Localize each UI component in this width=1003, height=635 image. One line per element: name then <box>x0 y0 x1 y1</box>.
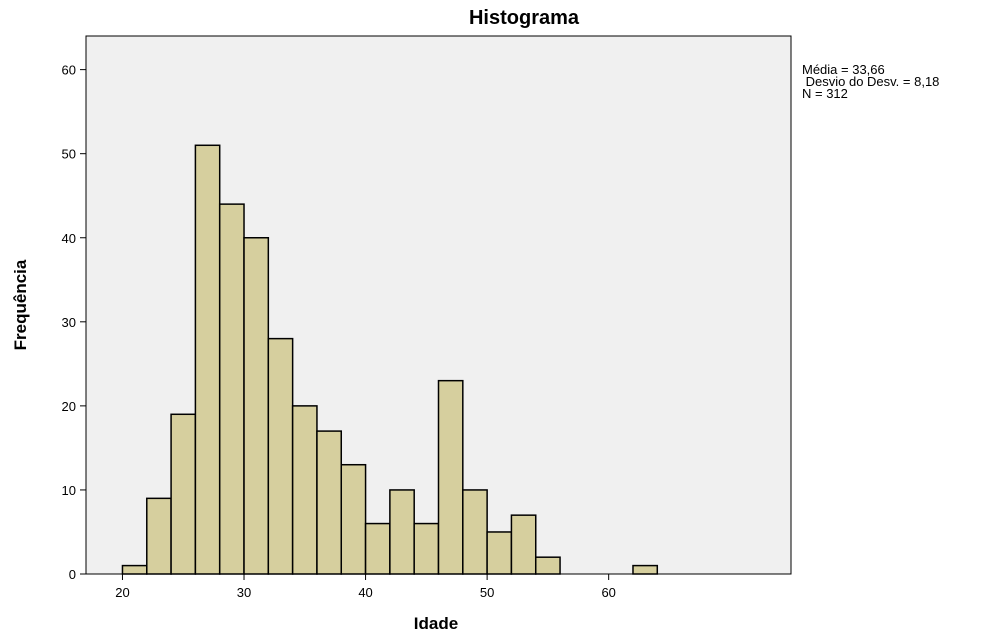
histogram-bar <box>267 337 294 575</box>
histogram-bar <box>534 556 561 575</box>
y-tick-label: 0 <box>69 567 76 582</box>
histogram-bar <box>170 413 197 575</box>
histogram-bar <box>340 463 367 575</box>
y-tick-label: 50 <box>62 147 76 162</box>
histogram-bar <box>243 237 270 575</box>
y-tick-label: 10 <box>62 483 76 498</box>
bars-group <box>121 144 659 575</box>
histogram-bar <box>218 203 245 575</box>
x-tick-label: 60 <box>601 585 615 600</box>
histogram-bar <box>510 514 537 575</box>
histogram-bar <box>291 405 318 575</box>
x-tick-label: 20 <box>115 585 129 600</box>
stats-box: Média = 33,66 Desvio do Desv. = 8,18 N = … <box>802 62 940 101</box>
stats-std: Desvio do Desv. = 8,18 <box>802 74 940 89</box>
x-axis-title: Idade <box>414 614 458 633</box>
y-tick-label: 30 <box>62 315 76 330</box>
histogram-bar <box>413 522 440 575</box>
histogram-bar <box>632 564 659 575</box>
histogram-bar <box>121 564 148 575</box>
x-tick-label: 30 <box>237 585 251 600</box>
y-tick-label: 40 <box>62 231 76 246</box>
histogram-bar <box>486 531 513 575</box>
histogram-bar <box>364 522 391 575</box>
stats-mean: Média = 33,66 <box>802 62 885 77</box>
y-axis-title: Frequência <box>11 259 30 350</box>
histogram-bar <box>316 430 343 575</box>
y-tick-label: 20 <box>62 399 76 414</box>
y-axis: 0 10 20 30 40 50 60 <box>62 63 86 582</box>
stats-n: N = 312 <box>802 86 848 101</box>
y-tick-label: 60 <box>62 63 76 78</box>
histogram-bar <box>462 489 488 575</box>
x-axis: 20 30 40 50 60 <box>115 574 616 600</box>
x-tick-label: 40 <box>358 585 372 600</box>
x-tick-label: 50 <box>480 585 494 600</box>
chart-title: Histograma <box>469 7 580 29</box>
histogram-bar <box>437 379 464 575</box>
histogram-bar <box>194 144 221 575</box>
histogram-bar <box>146 497 172 575</box>
histogram-bar <box>389 489 415 575</box>
